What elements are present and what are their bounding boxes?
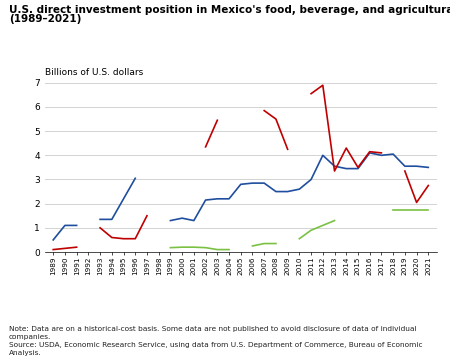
Line: Agriculture, forestry, fishing, and hunting: Agriculture, forestry, fishing, and hunt… bbox=[171, 247, 229, 249]
Food bbox=[62, 223, 68, 228]
Agriculture, forestry, fishing, and hunting bbox=[168, 246, 173, 250]
Line: Beverages: Beverages bbox=[53, 247, 76, 249]
Text: (1989–2021): (1989–2021) bbox=[9, 14, 81, 24]
Food bbox=[50, 238, 56, 242]
Agriculture, forestry, fishing, and hunting bbox=[180, 245, 185, 249]
Agriculture, forestry, fishing, and hunting bbox=[215, 247, 220, 252]
Beverages bbox=[62, 246, 68, 251]
Text: Note: Data are on a historical-cost basis. Some data are not published to avoid : Note: Data are on a historical-cost basi… bbox=[9, 327, 423, 356]
Agriculture, forestry, fishing, and hunting bbox=[191, 245, 197, 249]
Agriculture, forestry, fishing, and hunting bbox=[226, 247, 232, 252]
Text: Billions of U.S. dollars: Billions of U.S. dollars bbox=[45, 68, 143, 77]
Agriculture, forestry, fishing, and hunting bbox=[203, 246, 208, 250]
Line: Food: Food bbox=[53, 225, 76, 240]
Beverages bbox=[74, 245, 79, 249]
Text: U.S. direct investment position in Mexico's food, beverage, and agricultural sec: U.S. direct investment position in Mexic… bbox=[9, 5, 450, 15]
Food bbox=[74, 223, 79, 228]
Beverages bbox=[50, 247, 56, 252]
